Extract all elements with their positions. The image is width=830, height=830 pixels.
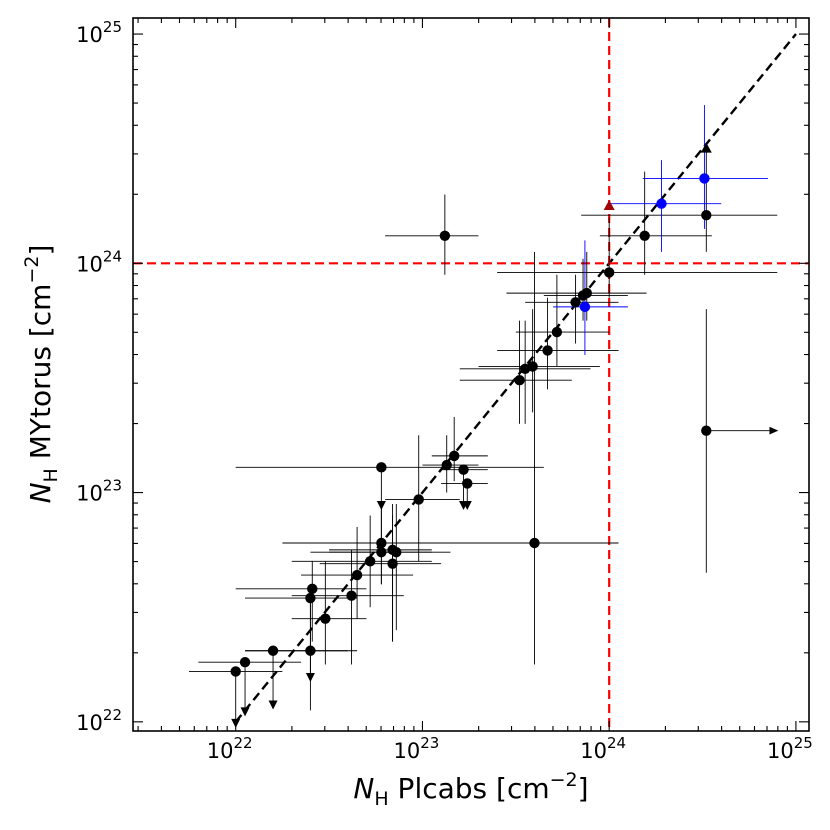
- data-point: [656, 198, 667, 209]
- y-tick-label: 1023: [76, 477, 122, 506]
- upper-limit-marker: [376, 501, 386, 511]
- x-tick-label: 1023: [394, 734, 440, 763]
- data-point: [699, 173, 710, 184]
- tick-base: 10: [207, 739, 234, 763]
- tick-exponent: 23: [103, 477, 122, 495]
- one-to-one-line: [234, 33, 797, 723]
- data-point: [639, 230, 650, 241]
- data-point: [551, 326, 563, 338]
- data-point: [529, 537, 540, 549]
- x-tick-label: 1024: [580, 734, 626, 763]
- x-axis-label: NH Plcabs [cm−2]: [353, 769, 588, 810]
- data-point: [514, 375, 525, 386]
- x-axis-label-end: ]: [578, 772, 589, 805]
- upper-triangle-marker: [700, 142, 712, 153]
- y-axis-label: NH MYtorus [cm−2]: [21, 245, 62, 504]
- upper-limit-marker: [305, 672, 315, 682]
- data-point: [230, 666, 241, 677]
- data-point: [579, 301, 591, 313]
- y-axis-label-symbol: N: [24, 482, 57, 503]
- tick-base: 10: [767, 739, 794, 763]
- data-point: [527, 361, 538, 372]
- data-point: [701, 425, 712, 436]
- upper-limit-marker: [268, 700, 278, 710]
- tick-base: 10: [76, 252, 103, 276]
- tick-base: 10: [76, 23, 103, 47]
- data-point: [448, 450, 460, 462]
- data-point: [439, 230, 451, 241]
- y-tick-label: 1024: [76, 247, 122, 276]
- tick-exponent: 25: [794, 734, 813, 752]
- data-point: [581, 287, 592, 299]
- tick-base: 10: [76, 482, 103, 506]
- data-point: [391, 546, 402, 558]
- y-tick-label: 1025: [76, 18, 122, 47]
- data-point: [441, 459, 452, 471]
- data-point: [239, 657, 251, 668]
- x-axis-label-symbol: N: [353, 772, 374, 805]
- data-point: [305, 592, 316, 604]
- x-axis-label-text: Plcabs [cm: [389, 772, 550, 805]
- tick-exponent: 24: [607, 734, 626, 752]
- plot-background: [133, 18, 809, 731]
- data-point: [346, 590, 357, 601]
- data-points: [230, 142, 712, 728]
- y-axis-label-sub: H: [40, 468, 62, 482]
- plot-frame: [132, 17, 810, 732]
- data-point: [462, 478, 473, 489]
- data-point: [603, 267, 615, 278]
- data-point: [542, 345, 553, 356]
- data-point: [364, 556, 376, 567]
- data-point: [701, 209, 712, 221]
- data-point: [387, 558, 398, 569]
- tick-exponent: 23: [420, 734, 439, 752]
- upper-triangle-marker: [603, 199, 615, 210]
- x-axis-label-sub: H: [374, 788, 388, 810]
- y-tick-label: 1022: [76, 706, 122, 735]
- x-axis-label-sup: −2: [550, 769, 578, 791]
- tick-exponent: 24: [103, 247, 122, 265]
- data-point: [376, 537, 387, 549]
- y-axis-label-end: ]: [24, 245, 57, 256]
- data-point: [570, 297, 581, 308]
- tick-exponent: 22: [103, 706, 122, 724]
- data-point: [351, 569, 363, 581]
- tick-base: 10: [76, 711, 103, 735]
- data-point: [458, 464, 469, 475]
- upper-limit-marker: [240, 707, 250, 717]
- x-tick-label: 1025: [767, 734, 813, 763]
- y-axis-label-sup: −2: [21, 256, 43, 284]
- upper-limit-marker: [462, 501, 472, 511]
- data-point: [267, 645, 279, 656]
- tick-exponent: 25: [103, 18, 122, 36]
- tick-exponent: 22: [234, 734, 253, 752]
- y-axis-label-text: MYtorus [cm: [24, 284, 57, 469]
- data-point: [413, 494, 424, 505]
- data-point: [376, 546, 387, 558]
- x-tick-label: 1022: [207, 734, 253, 763]
- tick-base: 10: [580, 739, 607, 763]
- data-point: [320, 613, 331, 624]
- data-point: [305, 645, 316, 656]
- data-point: [307, 583, 318, 595]
- reference-lines: [133, 18, 809, 731]
- tick-base: 10: [394, 739, 421, 763]
- data-point: [376, 462, 387, 473]
